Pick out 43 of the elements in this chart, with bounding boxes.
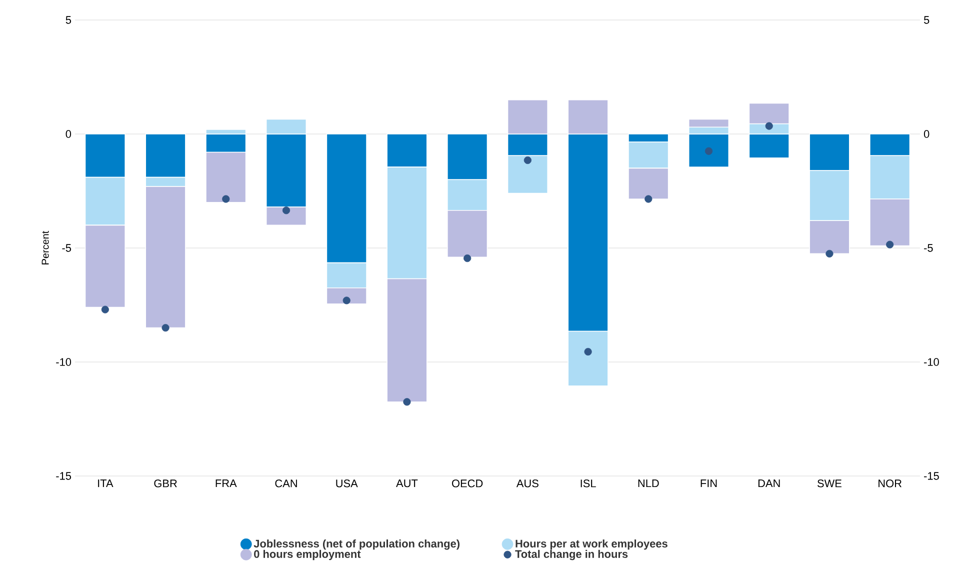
x-tick-label: DAN (758, 480, 780, 488)
y-tick-label: 5 (66, 16, 72, 24)
x-tick-label: FIN (700, 480, 717, 488)
y2-tick-label: 5 (924, 16, 930, 24)
x-tick-label: SWE (817, 480, 842, 488)
y-tick-label: -15 (56, 472, 72, 480)
point (282, 206, 290, 214)
legend-label: 0 hours employment (254, 550, 361, 560)
point (765, 122, 773, 130)
y2-tick-label: -10 (924, 358, 939, 366)
legend-label: Hours per at work employees (516, 539, 668, 550)
y-tick-label: -5 (62, 244, 72, 252)
y-tick-label: 0 (66, 130, 72, 138)
x-tick-label: GBR (154, 480, 177, 488)
y2-tick-label: -15 (924, 472, 939, 480)
x-tick-label: CAN (275, 480, 297, 488)
point (342, 296, 350, 304)
point (886, 240, 894, 248)
x-tick-label: NLD (638, 480, 659, 488)
point (101, 306, 109, 314)
point (584, 348, 592, 356)
x-tick-label: USA (336, 480, 358, 488)
legend-label: Total change in hours (515, 550, 628, 560)
point (403, 398, 411, 406)
legend-label: Joblessness (net of population change) (254, 539, 460, 550)
x-tick-label: ITA (98, 480, 114, 488)
point (464, 254, 472, 262)
point (644, 195, 652, 203)
x-tick-label: AUT (396, 480, 418, 488)
y-tick-label: -10 (56, 358, 72, 366)
point (162, 324, 170, 332)
point (826, 250, 834, 258)
x-tick-label: NOR (878, 480, 902, 488)
x-tick-label: AUS (516, 480, 538, 488)
point (222, 195, 230, 203)
y-axis-title: Percent (42, 230, 49, 264)
x-tick-label: ISL (580, 480, 596, 488)
point (524, 156, 532, 164)
y2-tick-label: 0 (924, 130, 930, 138)
x-tick-label: OECD (452, 480, 483, 488)
point (704, 147, 713, 155)
x-tick-label: FRA (216, 480, 237, 488)
y2-tick-label: -5 (924, 244, 933, 252)
